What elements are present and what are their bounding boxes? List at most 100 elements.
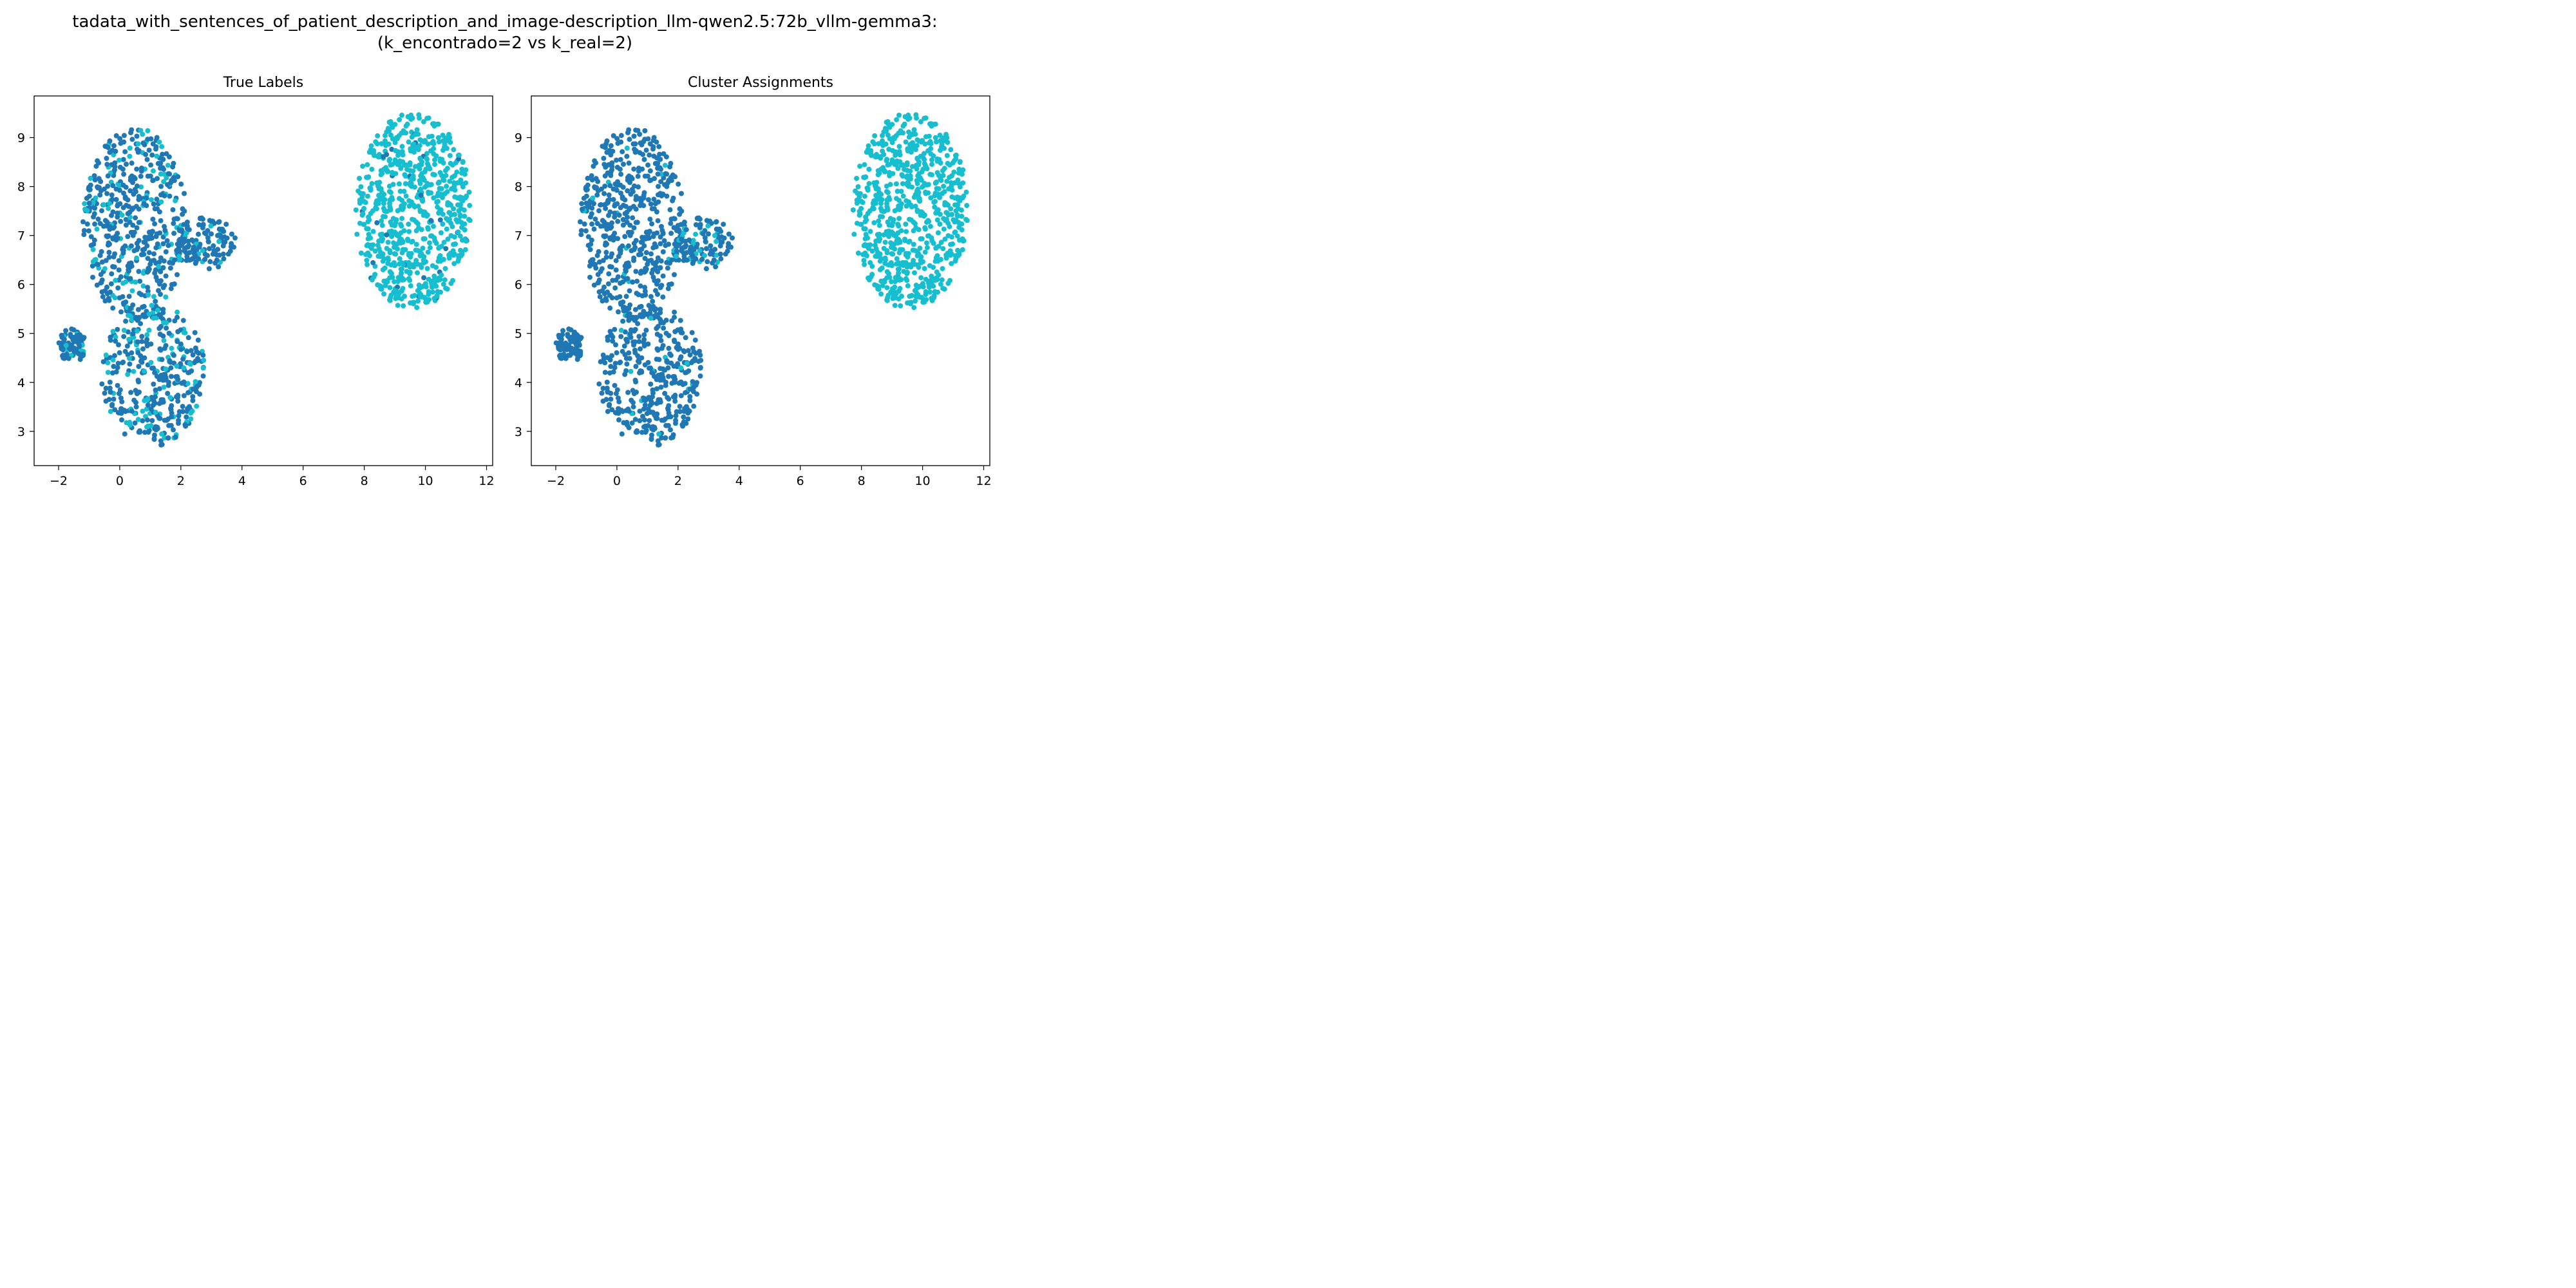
- scatter-point: [674, 228, 679, 233]
- scatter-point: [925, 280, 931, 286]
- scatter-point: [121, 327, 127, 333]
- scatter-point: [397, 189, 403, 194]
- scatter-point: [650, 234, 656, 240]
- scatter-point: [462, 213, 468, 219]
- scatter-point: [730, 235, 735, 241]
- scatter-point: [103, 258, 109, 263]
- scatter-point: [144, 417, 150, 423]
- scatter-point: [194, 403, 200, 409]
- scatter-point: [189, 368, 194, 374]
- scatter-point: [862, 219, 868, 225]
- scatter-point: [858, 205, 864, 211]
- scatter-point: [118, 218, 124, 224]
- scatter-point: [175, 216, 180, 222]
- scatter-point: [616, 309, 621, 315]
- scatter-point: [160, 156, 166, 162]
- scatter-point: [854, 220, 860, 226]
- scatter-point: [892, 303, 898, 308]
- scatter-point: [726, 231, 732, 237]
- scatter-point: [121, 191, 126, 196]
- scatter-point: [122, 243, 128, 249]
- scatter-point: [167, 193, 173, 199]
- scatter-point: [433, 153, 439, 158]
- scatter-point: [956, 225, 962, 231]
- scatter-point: [153, 387, 158, 393]
- scatter-point: [628, 368, 634, 374]
- scatter-point: [951, 169, 957, 175]
- scatter-point: [591, 282, 597, 288]
- scatter-point: [125, 234, 131, 240]
- scatter-point: [936, 186, 942, 192]
- scatter-point: [936, 156, 942, 162]
- scatter-point: [410, 173, 416, 179]
- scatter-point: [629, 420, 635, 426]
- scatter-point: [120, 182, 126, 188]
- scatter-point: [103, 386, 109, 391]
- scatter-point: [404, 121, 410, 127]
- scatter-point: [637, 418, 643, 424]
- x-tick-label: −2: [547, 474, 565, 488]
- scatter-point: [127, 146, 133, 151]
- scatter-point: [205, 235, 211, 241]
- scatter-point: [889, 223, 895, 229]
- scatter-point: [879, 197, 885, 202]
- scatter-point: [388, 219, 393, 225]
- scatter-point: [110, 357, 116, 363]
- scatter-point: [884, 128, 889, 134]
- scatter-point: [890, 296, 896, 301]
- scatter-point: [654, 401, 659, 406]
- scatter-point: [861, 258, 867, 263]
- scatter-point: [918, 119, 923, 124]
- scatter-point: [440, 211, 446, 217]
- scatter-point: [453, 241, 459, 247]
- scatter-point: [92, 257, 98, 263]
- scatter-point: [665, 395, 670, 401]
- scatter-point: [461, 207, 467, 213]
- scatter-point: [944, 153, 950, 158]
- scatter-point: [393, 251, 399, 257]
- scatter-point: [408, 251, 414, 256]
- scatter-point: [925, 218, 931, 223]
- scatter-point: [672, 339, 677, 345]
- scatter-point: [419, 196, 424, 202]
- scatter-point: [909, 164, 915, 169]
- scatter-point: [677, 356, 683, 362]
- scatter-point: [947, 175, 952, 180]
- scatter-point: [399, 144, 405, 149]
- scatter-point: [665, 422, 671, 428]
- scatter-point: [937, 211, 943, 217]
- scatter-point: [444, 226, 450, 232]
- scatter-point: [119, 417, 124, 422]
- scatter-point: [200, 373, 206, 379]
- scatter-point: [414, 127, 420, 133]
- scatter-point: [938, 147, 943, 153]
- scatter-point: [614, 157, 619, 163]
- scatter-point: [133, 215, 138, 221]
- scatter-point: [612, 383, 618, 388]
- scatter-point: [119, 213, 125, 218]
- scatter-point: [953, 208, 959, 214]
- scatter-point: [421, 275, 427, 281]
- scatter-point: [455, 180, 460, 185]
- scatter-point: [156, 386, 162, 392]
- scatter-point: [216, 226, 222, 232]
- scatter-point: [931, 153, 936, 158]
- scatter-point: [176, 413, 182, 419]
- x-tick-label: 10: [417, 474, 433, 488]
- scatter-point: [625, 276, 630, 281]
- scatter-point: [645, 162, 651, 168]
- scatter-point: [158, 184, 164, 189]
- scatter-point: [918, 254, 924, 260]
- scatter-point: [618, 156, 623, 162]
- scatter-point: [884, 275, 890, 281]
- scatter-point: [645, 173, 650, 179]
- scatter-point: [162, 227, 168, 233]
- scatter-point: [617, 166, 623, 172]
- scatter-point: [126, 337, 132, 342]
- scatter-point: [447, 153, 453, 158]
- scatter-point: [660, 343, 666, 348]
- scatter-point: [912, 270, 917, 276]
- scatter-point: [392, 140, 398, 146]
- scatter-point: [602, 173, 608, 179]
- scatter-point: [412, 292, 417, 298]
